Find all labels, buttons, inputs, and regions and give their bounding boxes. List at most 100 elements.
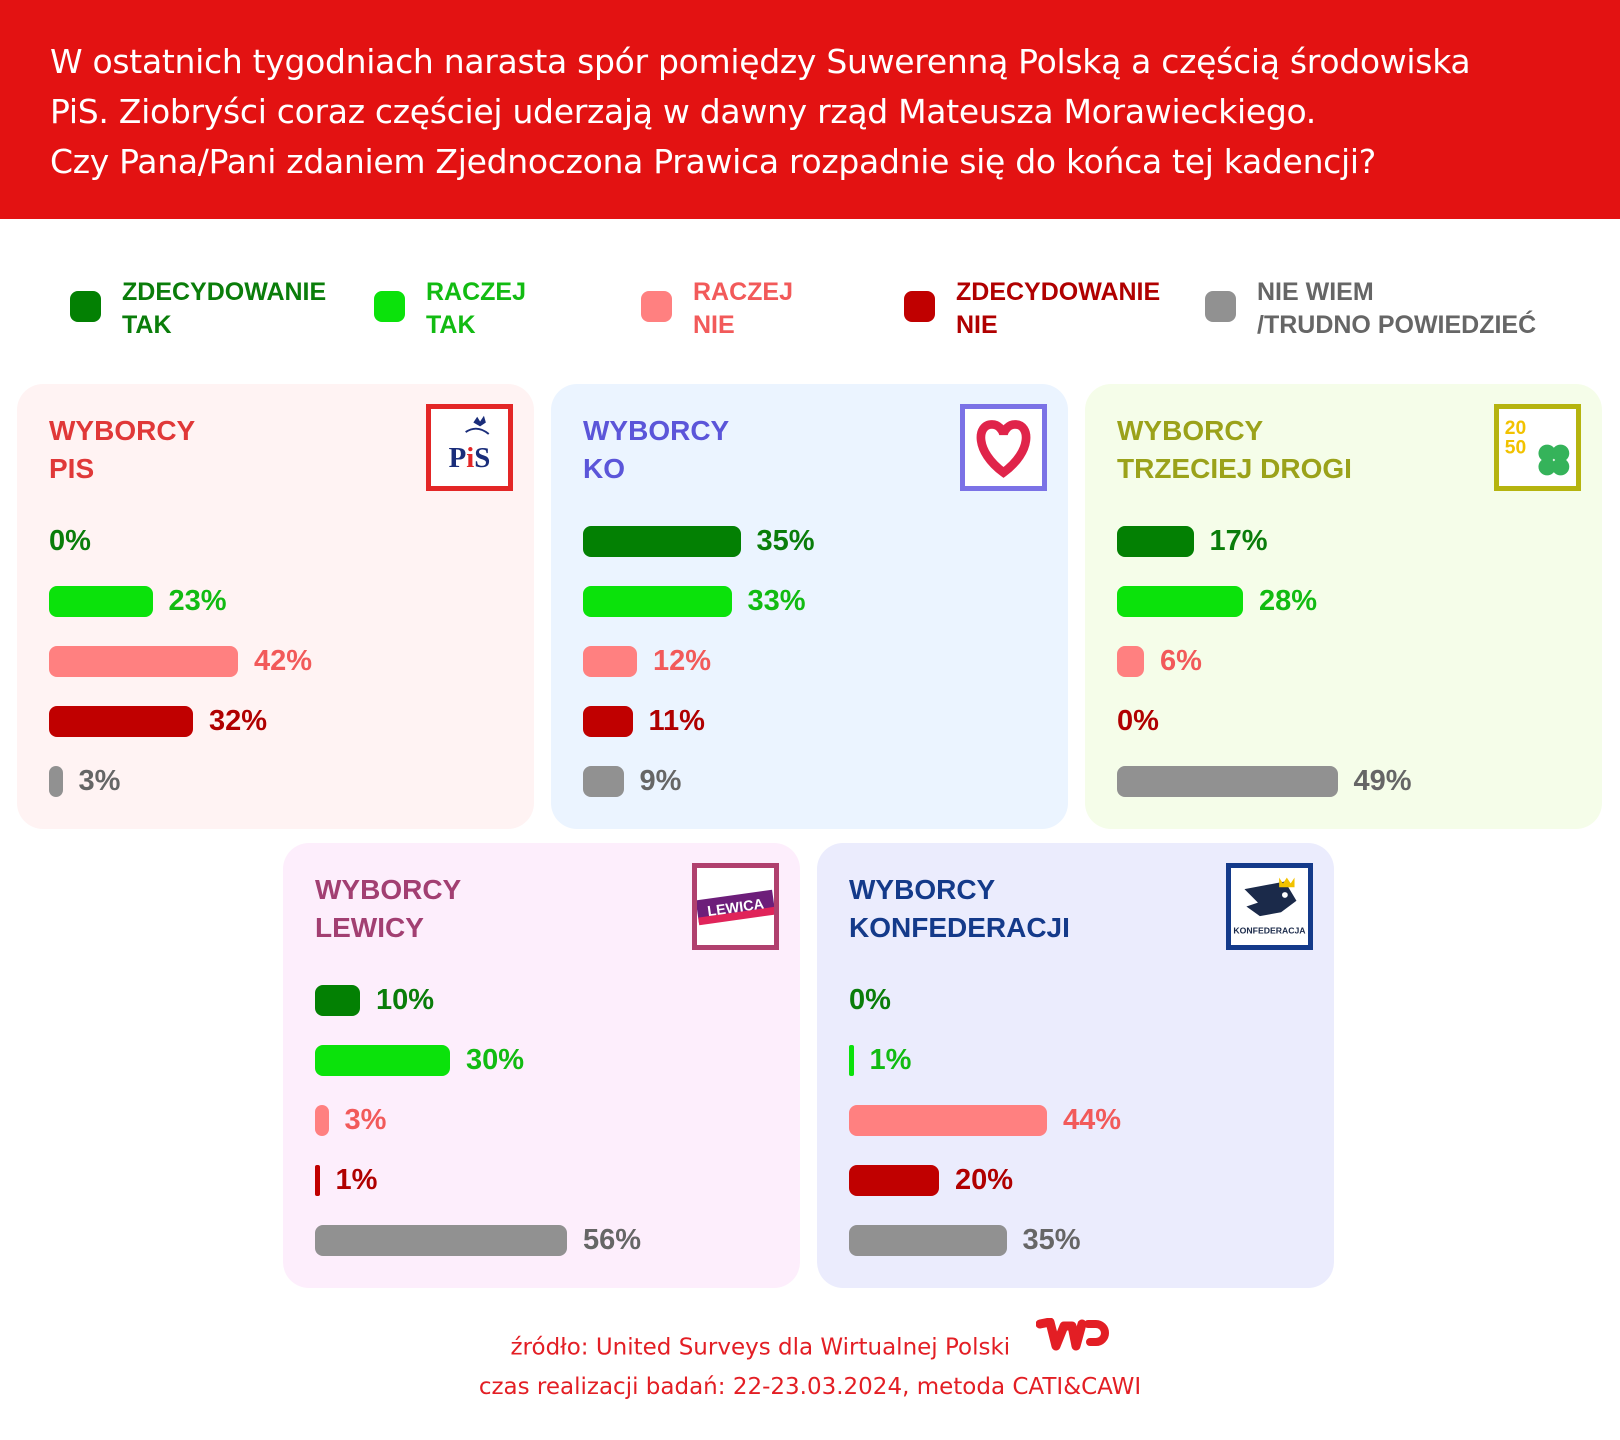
- bar-value-label: 56%: [583, 1224, 642, 1256]
- panel-title-line1: WYBORCY: [583, 415, 730, 446]
- legend-label-line1: ZDECYDOWANIE: [956, 278, 1161, 306]
- legend-label: ZDECYDOWANIE TAK: [122, 276, 326, 342]
- panel-title-line2: TRZECIEJ DROGI: [1117, 453, 1352, 484]
- svg-text:LEWICA: LEWICA: [706, 896, 765, 920]
- legend-label: ZDECYDOWANIE NIE: [956, 276, 1160, 342]
- svg-text:50: 50: [1505, 437, 1526, 458]
- bar-3: [849, 1165, 939, 1196]
- panel-title-line1: WYBORCY: [849, 874, 996, 905]
- panel-trzeciej-drogi: WYBORCY TRZECIEJ DROGI 20 50 17% 28% 6% 0% 49%: [1085, 384, 1602, 829]
- bar-value-label: 12%: [653, 645, 712, 677]
- bar-2: [1117, 646, 1144, 677]
- bar-0: [1117, 526, 1194, 557]
- bar-value-label: 44%: [1063, 1104, 1122, 1136]
- bar-value-label: 28%: [1259, 585, 1318, 617]
- panel-title: WYBORCY PIS: [49, 412, 195, 488]
- legend-swatch: [70, 291, 101, 322]
- bar-1: [49, 586, 153, 617]
- legend-label-line2: NIE: [956, 311, 998, 339]
- bar-value-label: 3%: [344, 1104, 387, 1136]
- bar-2: [849, 1105, 1047, 1136]
- question-header: W ostatnich tygodniach narasta spór pomi…: [0, 0, 1620, 219]
- svg-text:20: 20: [1505, 418, 1526, 439]
- legend-label-line1: RACZEJ: [426, 278, 527, 306]
- svg-text:KONFEDERACJA: KONFEDERACJA: [1233, 925, 1306, 935]
- legend-label-line2: NIE: [693, 311, 735, 339]
- bar-value-label: 6%: [1160, 645, 1202, 677]
- bar-1: [1117, 586, 1243, 617]
- bar-value-label: 32%: [209, 705, 268, 737]
- legend-label: RACZEJ NIE: [693, 276, 793, 342]
- panel-lewicy: WYBORCY LEWICY LEWICA 10% 30% 3% 1% 56%: [283, 843, 800, 1288]
- bar-value-label: 0%: [849, 984, 891, 1016]
- svg-text:PiS: PiS: [449, 442, 491, 474]
- bar-value-label: 42%: [254, 645, 313, 677]
- bar-3: [49, 706, 193, 737]
- pis-logo: PiS: [426, 404, 513, 491]
- konfederacja-logo: KONFEDERACJA: [1226, 863, 1313, 950]
- panel-title-line1: WYBORCY: [49, 415, 196, 446]
- bar-2: [315, 1105, 329, 1136]
- panel-title-line1: WYBORCY: [1117, 415, 1264, 446]
- panel-title: WYBORCY TRZECIEJ DROGI: [1117, 412, 1352, 488]
- bar-value-label: 49%: [1353, 765, 1412, 797]
- bar-2: [49, 646, 238, 677]
- panel-title: WYBORCY LEWICY: [315, 871, 461, 947]
- legend-label-line2: /TRUDNO POWIEDZIEĆ: [1257, 311, 1537, 339]
- panel-title-line2: KONFEDERACJI: [849, 912, 1070, 943]
- bar-value-label: 0%: [1117, 705, 1159, 737]
- legend-label-line2: TAK: [426, 311, 476, 339]
- panel-konfederacji: WYBORCY KONFEDERACJI KONFEDERACJA 0% 1% 44% 2…: [817, 843, 1334, 1288]
- legend-swatch: [1205, 291, 1236, 322]
- bar-3: [583, 706, 633, 737]
- bar-value-label: 23%: [168, 585, 227, 617]
- bar-value-label: 0%: [49, 525, 91, 557]
- panel-title-line2: KO: [583, 453, 625, 484]
- bar-value-label: 1%: [869, 1044, 912, 1076]
- bar-value-label: 20%: [955, 1164, 1014, 1196]
- panel-title: WYBORCY KO: [583, 412, 729, 488]
- bar-value-label: 11%: [648, 705, 705, 737]
- panel-title-line2: LEWICY: [315, 912, 424, 943]
- bar-1: [315, 1045, 450, 1076]
- bar-value-label: 35%: [1022, 1224, 1081, 1256]
- question-line-3: Czy Pana/Pani zdaniem Zjednoczona Prawic…: [50, 142, 1376, 181]
- bar-value-label: 17%: [1209, 525, 1268, 557]
- bar-1: [849, 1045, 854, 1076]
- bar-value-label: 30%: [466, 1044, 525, 1076]
- bar-4: [49, 766, 63, 797]
- legend-label: NIE WIEM/TRUDNO POWIEDZIEĆ: [1257, 276, 1536, 342]
- legend-label-line1: NIE WIEM: [1257, 278, 1374, 306]
- bar-value-label: 33%: [747, 585, 806, 617]
- bar-4: [1117, 766, 1338, 797]
- legend-label-line1: ZDECYDOWANIE: [122, 278, 327, 306]
- footer-source-row: źródło: United Surveys dla Wirtualnej Po…: [0, 1317, 1620, 1370]
- legend-swatch: [904, 291, 935, 322]
- footer-details: czas realizacji badań: 22-23.03.2024, me…: [478, 1374, 1142, 1400]
- bar-value-label: 35%: [756, 525, 815, 557]
- bar-3: [315, 1165, 320, 1196]
- bar-4: [583, 766, 624, 797]
- wp-logo: [1035, 1317, 1109, 1351]
- ko-heart-logo: [960, 404, 1047, 491]
- question-line-2: PiS. Ziobryści coraz częściej uderzają w…: [50, 92, 1316, 131]
- legend-swatch: [641, 291, 672, 322]
- panel-title-line2: PIS: [49, 453, 95, 484]
- bar-value-label: 9%: [639, 765, 682, 797]
- question-line-1: W ostatnich tygodniach narasta spór pomi…: [50, 42, 1471, 81]
- lewica-logo: LEWICA: [692, 863, 779, 950]
- legend-swatch: [374, 291, 405, 322]
- panel-ko: WYBORCY KO 35% 33% 12% 11% 9%: [551, 384, 1068, 829]
- legend-label: RACZEJ TAK: [426, 276, 526, 342]
- footer-source: źródło: United Surveys dla Wirtualnej Po…: [510, 1334, 1011, 1361]
- bar-value-label: 1%: [335, 1164, 378, 1196]
- bar-2: [583, 646, 637, 677]
- bar-1: [583, 586, 732, 617]
- panel-title-line1: WYBORCY: [315, 874, 462, 905]
- panel-title: WYBORCY KONFEDERACJI: [849, 871, 1070, 947]
- panel-pis: WYBORCY PIS PiS 0% 23% 42% 32% 3%: [17, 384, 534, 829]
- legend-label-line1: RACZEJ: [693, 278, 794, 306]
- bar-value-label: 3%: [78, 765, 121, 797]
- legend-label-line2: TAK: [122, 311, 172, 339]
- bar-4: [849, 1225, 1007, 1256]
